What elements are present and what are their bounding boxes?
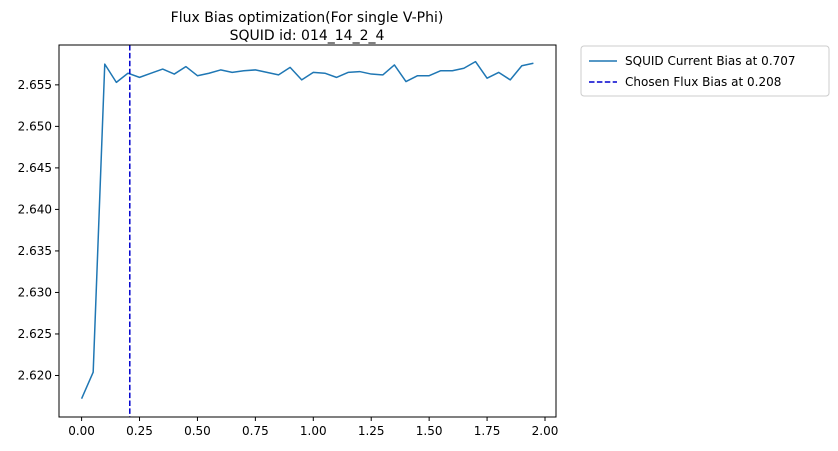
x-tick-label: 1.25 (358, 424, 385, 438)
x-tick-label: 0.50 (184, 424, 211, 438)
chart-title-line1: Flux Bias optimization(For single V-Phi) (171, 10, 444, 26)
y-tick-label: 2.620 (18, 368, 52, 382)
y-tick-label: 2.625 (18, 327, 52, 341)
x-tick-label: 1.50 (416, 424, 443, 438)
x-tick-label: 1.75 (474, 424, 501, 438)
series-line-current-bias (80, 60, 534, 400)
axes-frame (58, 44, 557, 418)
legend-label-current-bias: SQUID Current Bias at 0.707 (625, 54, 796, 68)
y-tick-label: 2.650 (18, 119, 52, 133)
x-tick-label: 0.25 (126, 424, 153, 438)
y-tick-label: 2.635 (18, 244, 52, 258)
chart-title-line2: SQUID id: 014_14_2_4 (230, 28, 385, 44)
y-tick-label: 2.645 (18, 161, 52, 175)
x-axis: 0.00 0.25 0.50 0.75 1.00 1.25 1.50 1.75 2.00 (68, 417, 558, 438)
y-tick-label: 2.640 (18, 202, 52, 216)
legend: SQUID Current Bias at 0.707 Chosen Flux … (580, 45, 830, 97)
legend-box (580, 45, 830, 97)
x-tick-label: 0.75 (242, 424, 269, 438)
legend-label-flux-bias: Chosen Flux Bias at 0.208 (625, 75, 781, 89)
y-tick-label: 2.630 (18, 285, 52, 299)
y-tick-label: 2.655 (18, 78, 52, 92)
x-tick-label: 0.00 (68, 424, 95, 438)
plot-area (80, 45, 534, 417)
x-tick-label: 2.00 (532, 424, 559, 438)
y-axis: 2.620 2.625 2.630 2.635 2.640 2.645 2.650 2.655 (18, 78, 59, 382)
x-tick-label: 1.00 (300, 424, 327, 438)
